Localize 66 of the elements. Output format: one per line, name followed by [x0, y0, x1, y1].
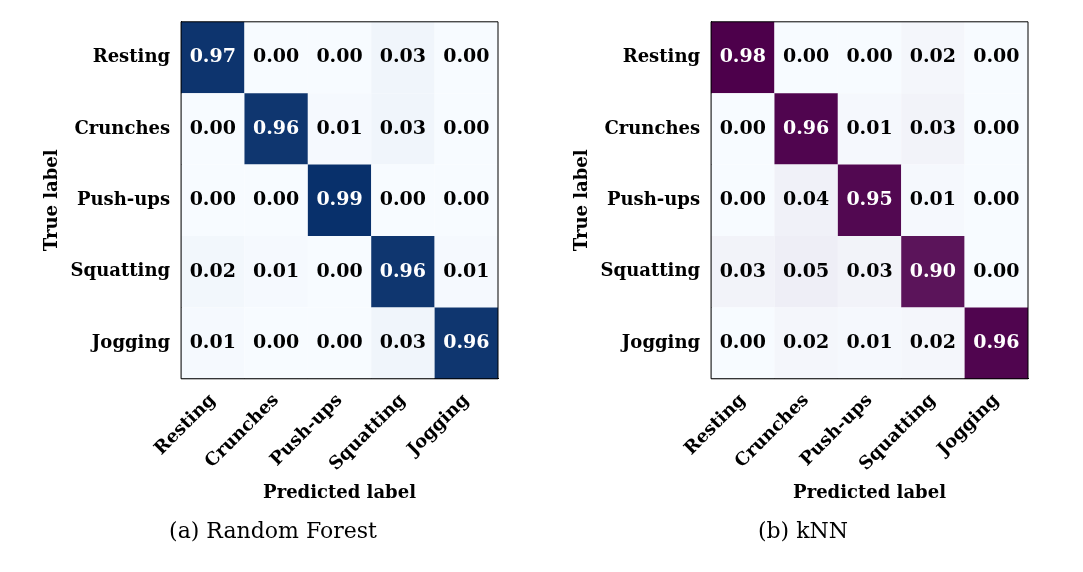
data-label: 0.03 — [719, 258, 766, 281]
data-label: 0.02 — [783, 330, 830, 353]
y-tick-label: Jogging — [619, 330, 701, 352]
y-tick-label: Crunches — [74, 116, 171, 138]
data-label: 0.03 — [846, 258, 893, 281]
data-label: 0.01 — [909, 187, 957, 210]
data-label: 0.02 — [189, 258, 236, 281]
text: (b) kNN — [757, 518, 849, 543]
data-label: 0.01 — [253, 258, 300, 281]
data-label: 0.00 — [443, 44, 490, 67]
data-label: 0.96 — [973, 330, 1020, 353]
data-label: 0.01 — [846, 330, 893, 353]
data-label: 0.00 — [719, 187, 766, 210]
data-label: 0.03 — [379, 115, 427, 138]
data-label: 0.96 — [783, 115, 830, 138]
data-label: 0.00 — [316, 258, 363, 281]
x-axis-title: Predicted label — [793, 480, 947, 502]
data-label: 0.00 — [846, 44, 893, 67]
data-label: 0.96 — [443, 330, 490, 353]
data-label: 0.00 — [253, 44, 300, 67]
data-label: 0.00 — [189, 115, 236, 138]
y-tick-label: Push-ups — [76, 187, 171, 209]
y-tick-label: Crunches — [604, 116, 701, 138]
data-label: 0.99 — [316, 187, 363, 210]
data-label: 0.01 — [443, 258, 490, 281]
data-label: 0.00 — [253, 187, 300, 210]
y-tick-label: Push-ups — [606, 187, 701, 209]
data-label: 0.90 — [909, 258, 957, 281]
data-label: 0.96 — [379, 258, 427, 281]
data-label: 0.96 — [253, 115, 300, 138]
data-label: 0.97 — [189, 44, 236, 67]
data-label: 0.98 — [719, 44, 766, 67]
data-label: 0.00 — [973, 187, 1020, 210]
data-label: 0.00 — [973, 44, 1020, 67]
data-label: 0.00 — [316, 44, 363, 67]
data-label: 0.02 — [909, 44, 957, 67]
data-label: 0.04 — [783, 187, 830, 210]
data-label: 0.00 — [783, 44, 830, 67]
data-label: 0.03 — [379, 330, 427, 353]
y-tick-label: Squatting — [600, 259, 701, 281]
data-label: 0.01 — [189, 330, 236, 353]
x-axis-title: Predicted label — [263, 480, 417, 502]
y-axis-title: True label — [570, 149, 592, 252]
data-label: 0.95 — [846, 187, 893, 210]
data-label: 0.01 — [846, 115, 893, 138]
data-label: 0.00 — [719, 330, 766, 353]
y-tick-label: Resting — [92, 45, 171, 67]
data-label: 0.00 — [443, 115, 490, 138]
data-label: 0.00 — [379, 187, 427, 210]
data-label: 0.00 — [973, 115, 1020, 138]
data-label: 0.00 — [443, 187, 490, 210]
y-tick-label: Jogging — [89, 330, 171, 352]
data-label: 0.05 — [783, 258, 830, 281]
data-label: 0.00 — [316, 330, 363, 353]
data-label: 0.02 — [909, 330, 957, 353]
y-tick-label: Squatting — [70, 259, 171, 281]
data-label: 0.03 — [379, 44, 427, 67]
y-axis-title: True label — [40, 149, 62, 252]
y-tick-label: Resting — [622, 45, 701, 67]
data-label: 0.00 — [973, 258, 1020, 281]
data-label: 0.01 — [316, 115, 363, 138]
data-label: 0.00 — [253, 330, 300, 353]
text: (a) Random Forest — [169, 518, 377, 543]
data-label: 0.00 — [719, 115, 766, 138]
data-label: 0.00 — [189, 187, 236, 210]
data-label: 0.03 — [909, 115, 957, 138]
